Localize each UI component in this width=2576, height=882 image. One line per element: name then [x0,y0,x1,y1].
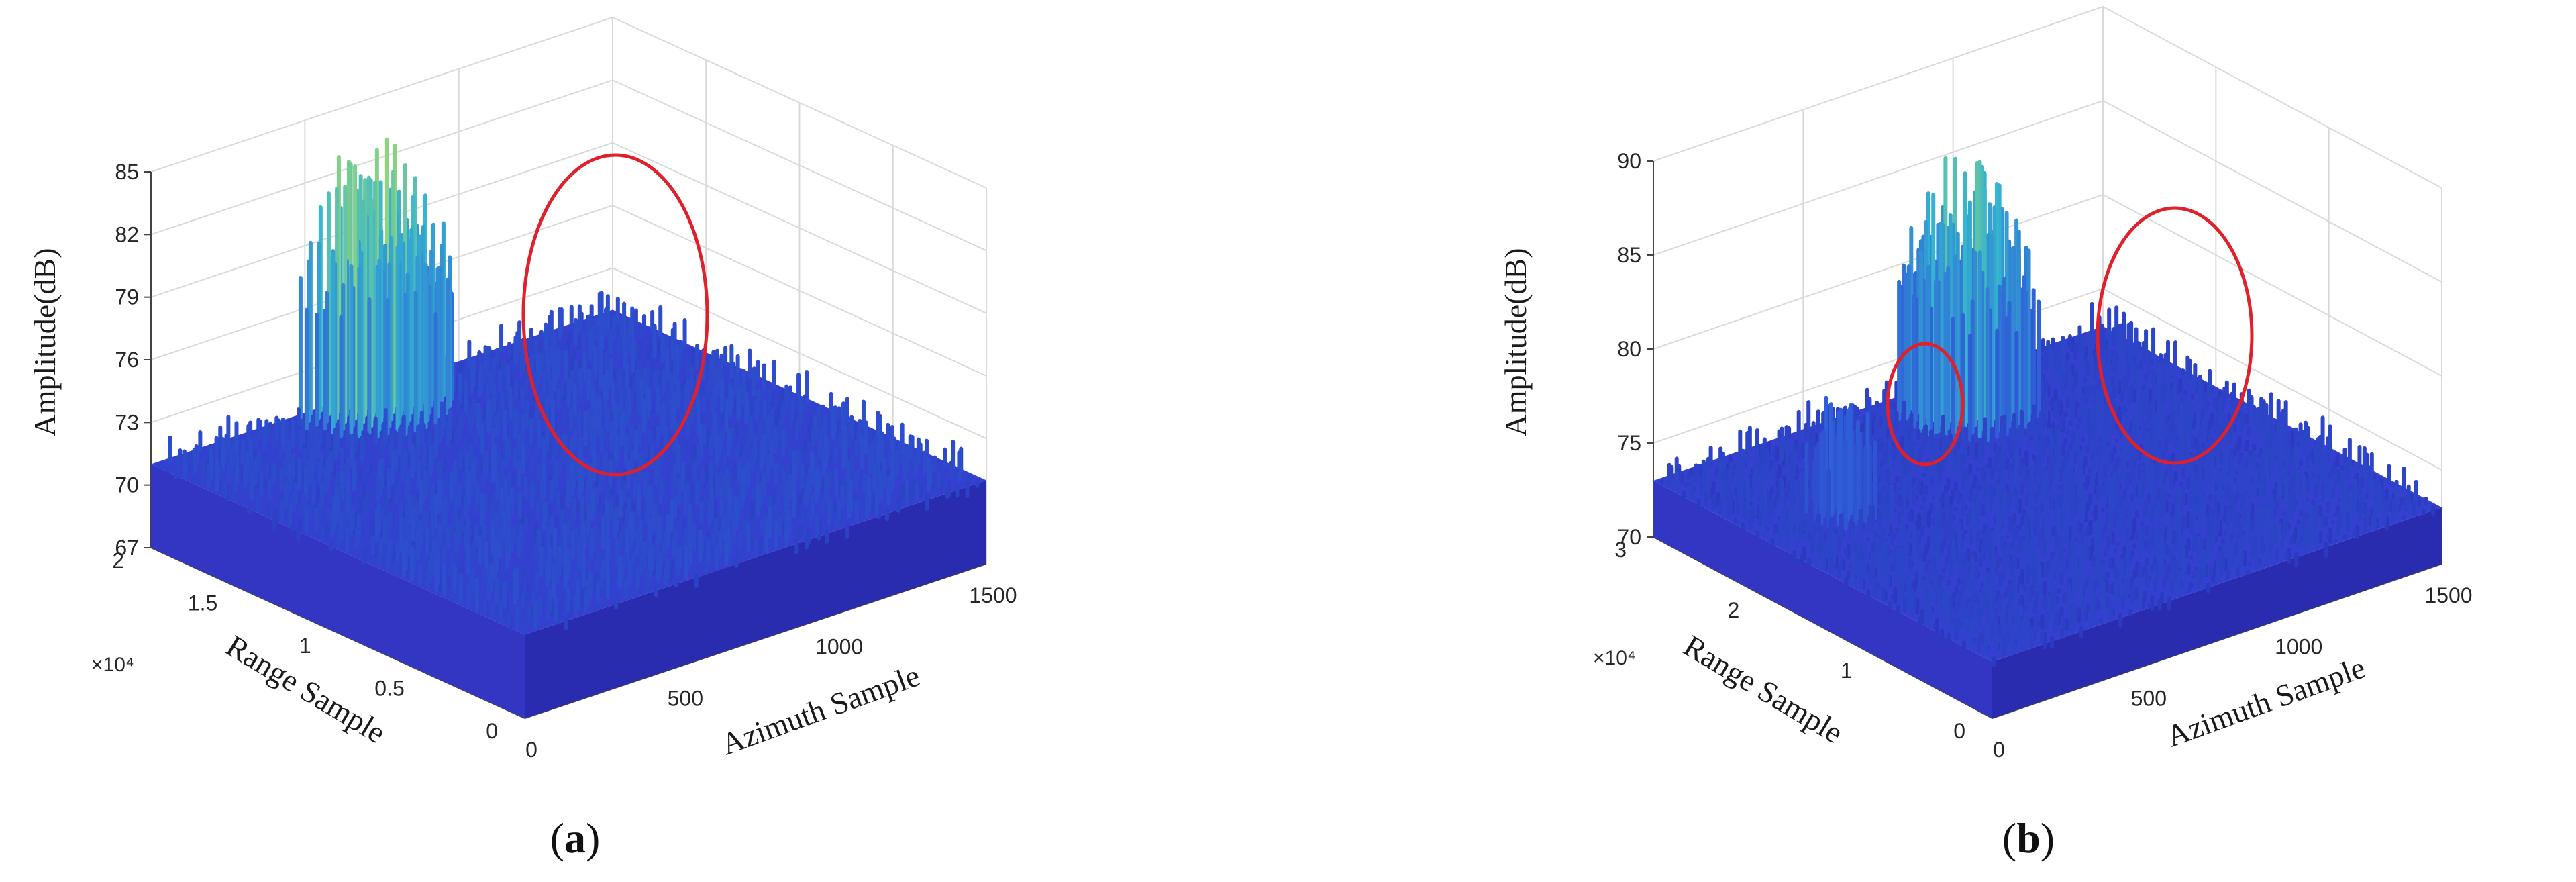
z-tick-label: 79 [115,285,139,309]
chart-panel-a: 67 70 73 76 79 82 85 0 0.5 1 1.5 2 0 500 1000 1500 Ampl… [28,16,1017,862]
z-tick-label: 90 [1617,149,1641,173]
z-gridline [1653,5,2442,189]
z-tick-label: 70 [1617,525,1641,549]
y-tick-label: 1 [1841,658,1853,683]
surface-front-face [1992,507,2442,718]
highlight-ring-b-1 [1886,342,1965,467]
x-tick-label: 1500 [969,583,1017,607]
surface-a [151,137,986,718]
z-gridline [1653,99,2442,283]
x-tick-label: 500 [2131,686,2167,710]
surface-front-face [525,480,986,718]
tick-labels-a: 67 70 73 76 79 82 85 0 0.5 1 1.5 2 0 500 1000 1500 [112,160,1017,762]
x-axis-label-b: Azimuth Sample [2162,650,2369,753]
y-axis-label-b: Range Sample [1678,628,1849,750]
surface-left-face [151,464,525,718]
caption-b: (b) [2002,814,2055,862]
y-tick-label: 0 [486,719,498,743]
z-tick-label: 75 [1617,431,1641,455]
x-tick-label: 0 [1993,738,2005,762]
z-gridline [150,16,987,189]
chart-panel-b: 70 75 80 85 90 0 1 2 3 0 500 1000 1500 Amplitude(dB)… [1288,0,2576,882]
z-tick-label: 82 [115,222,139,246]
z-axis-label-a: Amplitude(dB) [28,248,62,436]
surface-plot-b: 70 75 80 85 90 0 1 2 3 0 500 1000 1500 Amplitude(dB)… [1498,5,2473,862]
caption-a: (a) [550,814,601,862]
highlight-ring-a [521,153,709,477]
y-exponent-b: ×10⁴ [1593,647,1636,669]
z-tick-label: 76 [115,348,139,372]
y-tick-label: 2 [1728,598,1740,622]
z-tick-label: 85 [1617,243,1641,267]
y-tick-label: 1.5 [188,591,217,616]
y-tick-label: 0.5 [374,677,404,701]
z-gridline [150,142,987,314]
x-axis-label-a: Azimuth Sample [717,658,924,761]
x-tick-label: 1000 [2275,635,2322,659]
z-tick-label: 73 [115,410,139,434]
z-tick-label: 80 [1617,337,1641,361]
x-tick-label: 1000 [815,635,863,659]
x-tick-label: 500 [668,686,703,710]
z-tick-label: 85 [115,160,139,184]
y-tick-label: 1 [299,634,311,658]
z-axis-label-b: Amplitude(dB) [1498,248,1533,436]
z-tick-label: 67 [115,536,139,560]
y-exponent-a: ×10⁴ [91,654,134,676]
x-tick-label: 1500 [2424,583,2472,607]
y-tick-label: 0 [1953,719,1965,743]
tick-labels-b: 70 75 80 85 90 0 1 2 3 0 500 1000 1500 [1614,149,2472,762]
z-gridline [150,79,987,252]
x-tick-label: 0 [525,738,537,762]
y-tick-label: 2 [112,548,124,573]
surface-plot-a: 67 70 73 76 79 82 85 0 0.5 1 1.5 2 0 500 1000 1500 Ampl… [28,16,1017,862]
z-tick-label: 70 [115,473,139,497]
surface-left-face [1653,481,1992,718]
surface-b [1653,156,2442,718]
highlight-ring-b-2 [2096,206,2254,465]
y-tick-label: 3 [1614,538,1627,562]
